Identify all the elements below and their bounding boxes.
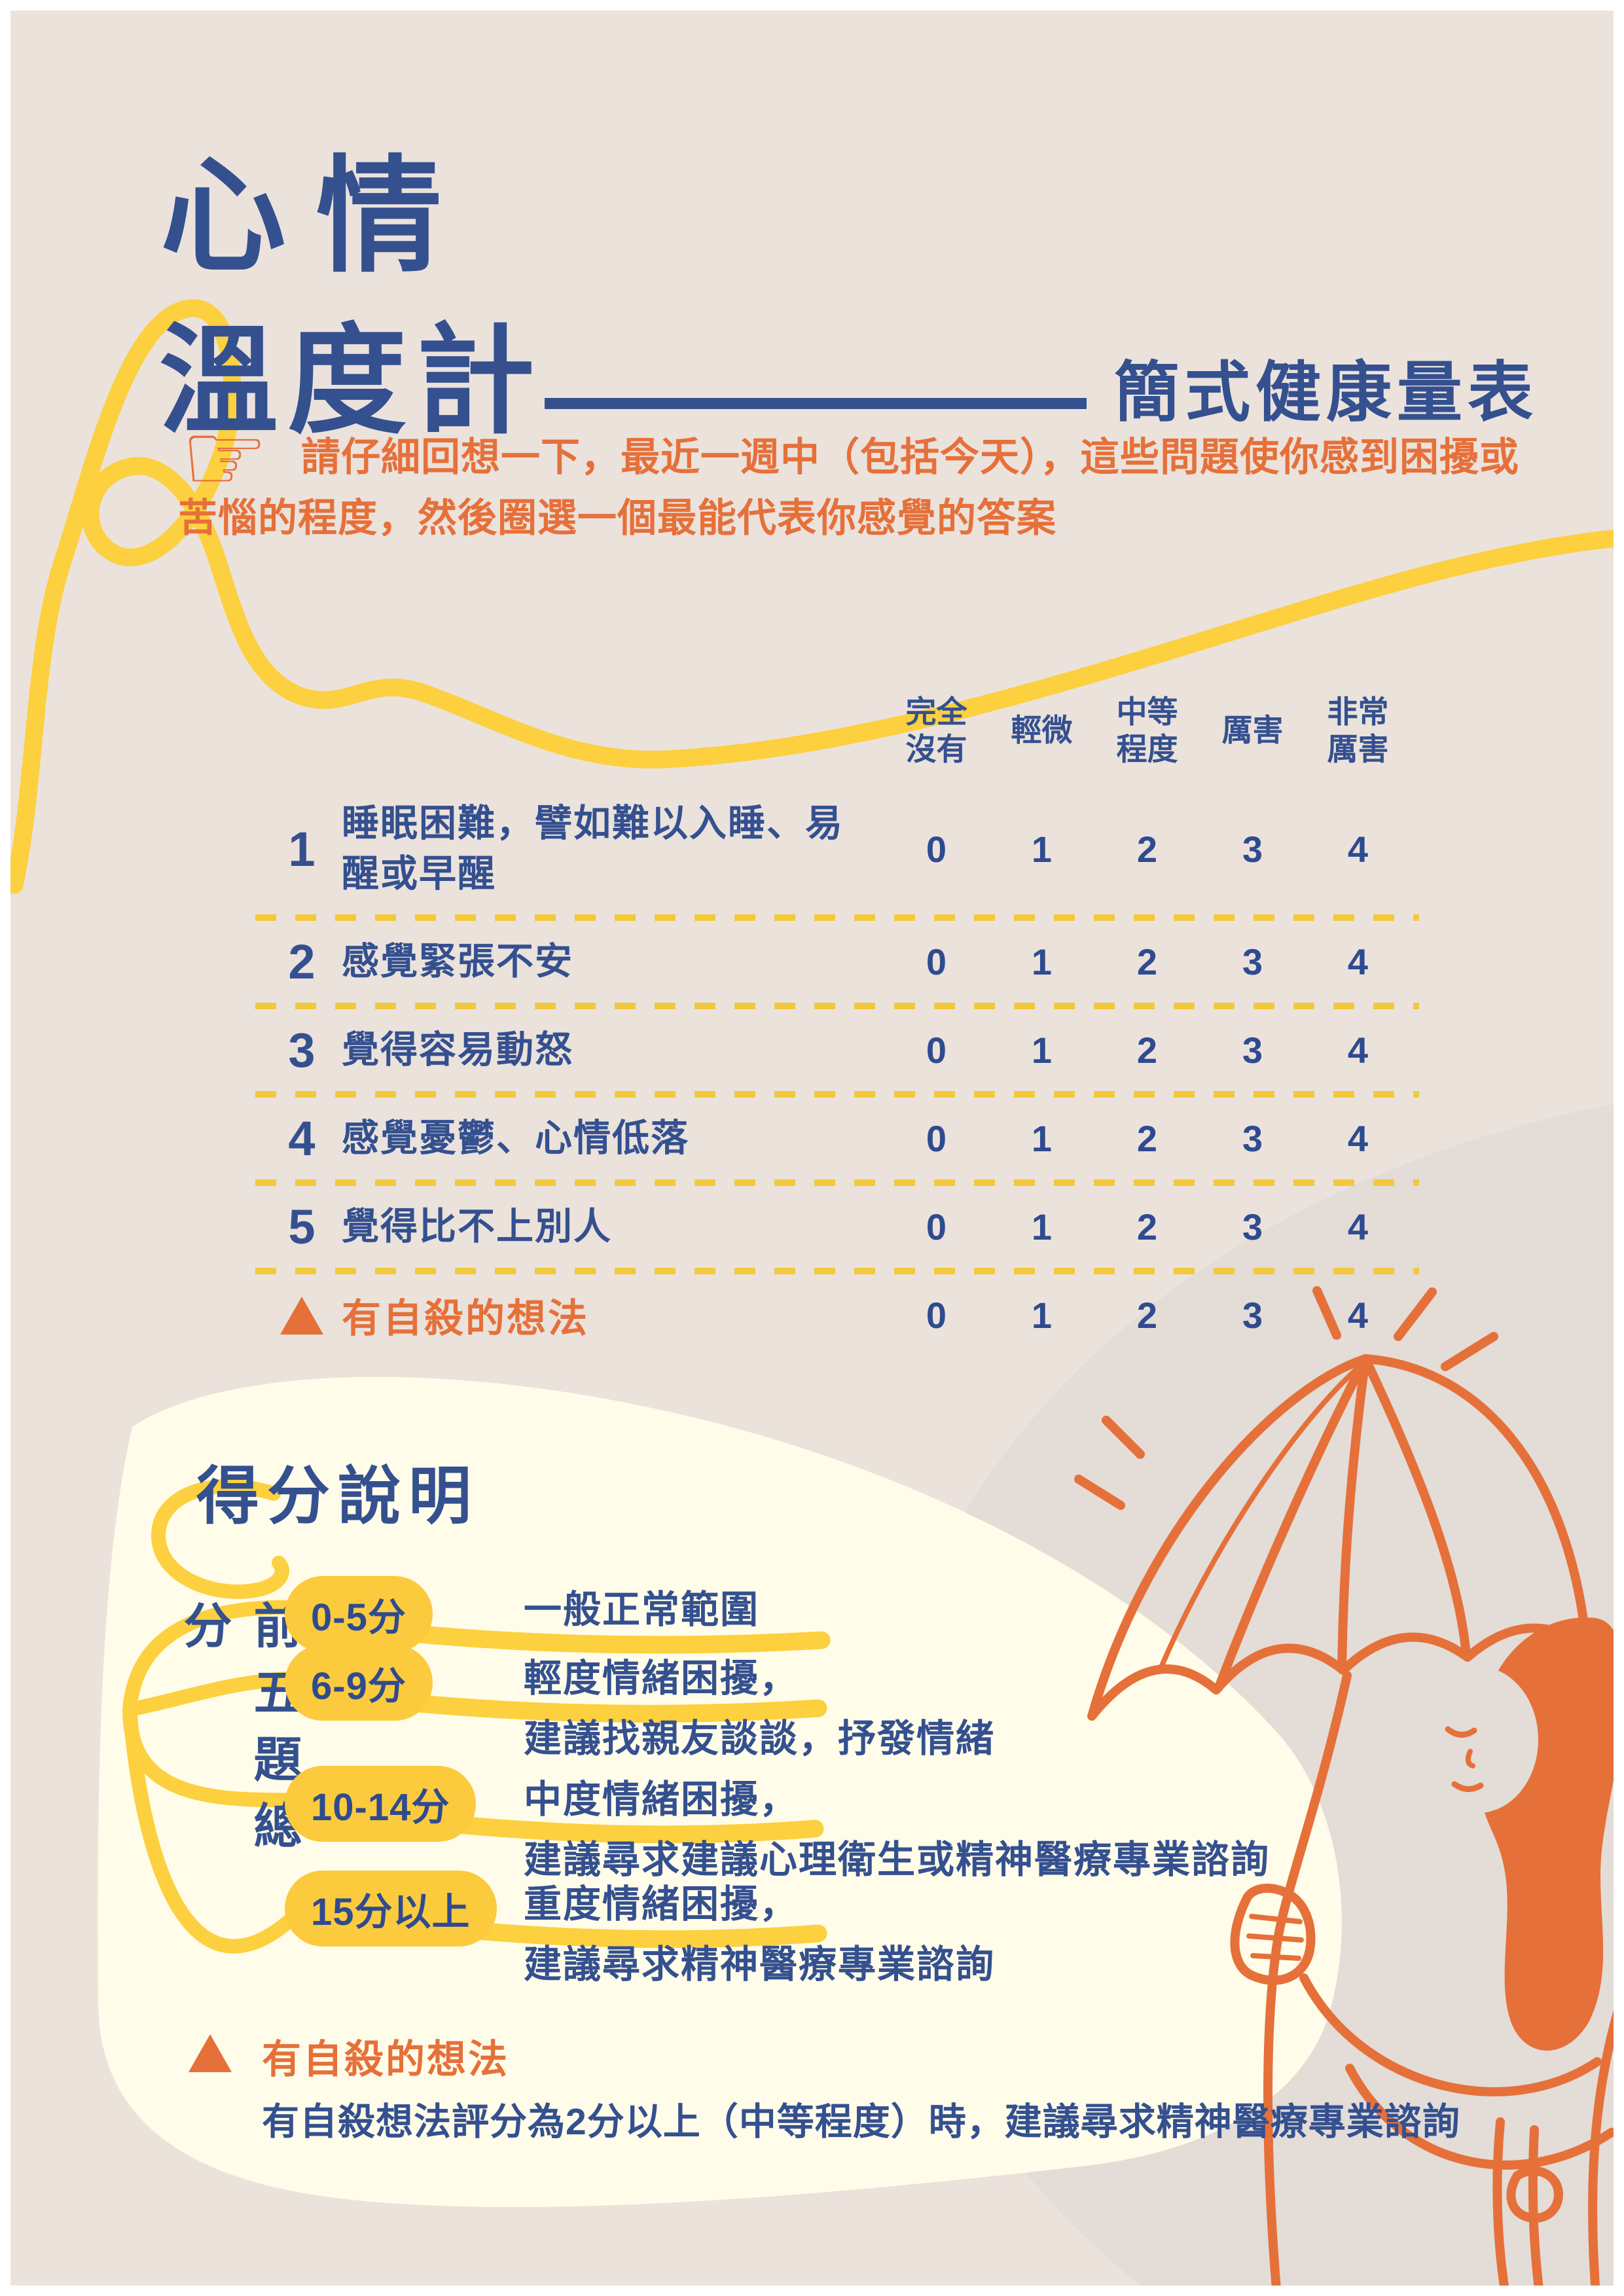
scale-option[interactable]: 2 (1136, 1206, 1158, 1247)
score-branch-lines (122, 1600, 310, 1954)
suicide-question-row: 有自殺的想法 0 1 2 3 4 (262, 1271, 1413, 1359)
scale-option[interactable]: 3 (1242, 941, 1263, 982)
dotted-separator (255, 1003, 1419, 1009)
questionnaire-table: 完全 沒有 輕微 中等 程度 厲害 非常 厲害 1 睡眠困難，譬如難以入睡、易醒或早醒… (255, 681, 1419, 1359)
score-range-row: 0-5分 一般正常範圍 (285, 1576, 758, 1652)
yellow-highlight-streaks (403, 1624, 831, 1948)
question-text: 睡眠困難，譬如難以入睡、易醒或早醒 (342, 802, 844, 895)
woman-face (1418, 1666, 1538, 1813)
question-number: 2 (288, 935, 316, 989)
dotted-separator (255, 1179, 1419, 1186)
scale-option[interactable]: 3 (1242, 1206, 1263, 1247)
warning-triangle-icon (280, 1296, 323, 1335)
score-range-advice: 建議找親友談談，抒發情緒 (524, 1717, 996, 1760)
scale-option[interactable]: 4 (1347, 1118, 1369, 1159)
scale-option[interactable]: 3 (1242, 828, 1263, 870)
scale-option[interactable]: 4 (1347, 1206, 1369, 1247)
question-number: 4 (288, 1111, 316, 1166)
scale-option[interactable]: 3 (1242, 1030, 1263, 1071)
column-header-mild: 輕微 (1011, 713, 1073, 748)
question-row: 1 睡眠困難，譬如難以入睡、易醒或早醒 0 1 2 3 4 (255, 780, 1419, 921)
column-header-none: 完全 沒有 (905, 694, 967, 766)
score-range-row: 6-9分 輕度情緒困擾， 建議找親友談談，抒發情緒 (285, 1645, 994, 1760)
question-text: 覺得比不上別人 (342, 1206, 612, 1248)
scale-option[interactable]: 0 (926, 1118, 947, 1159)
scale-option[interactable]: 1 (1031, 1030, 1053, 1071)
scale-option[interactable]: 0 (926, 1295, 947, 1336)
scale-option[interactable]: 0 (926, 1206, 947, 1247)
score-range-pill: 15分以上 (285, 1871, 497, 1946)
question-number: 1 (288, 821, 316, 876)
page-subtitle: 簡式健康量表 (1114, 356, 1538, 429)
scale-option[interactable]: 2 (1136, 1295, 1158, 1336)
hand-on-shaft (1230, 1884, 1316, 1985)
score-range-description: 重度情緒困擾， (524, 1883, 799, 1926)
smile (1451, 1781, 1484, 1792)
question-text: 感覺緊張不安 (342, 941, 573, 983)
score-range-description: 輕度情緒困擾， (524, 1657, 799, 1700)
closed-eye (1445, 1726, 1477, 1738)
instruction-text: 請仔細回想一下，最近一週中（包括今天），這些問題使你感到困擾或苦惱的程度，然後圈… (178, 435, 1519, 540)
scale-option[interactable]: 2 (1136, 828, 1158, 870)
score-range-row: 15分以上 重度情緒困擾， 建議尋求精神醫療專業諮詢 (285, 1871, 994, 1986)
scale-option[interactable]: 1 (1031, 1295, 1053, 1336)
score-range-pill: 10-14分 (285, 1766, 477, 1842)
yellow-scribble-circle (151, 1479, 289, 1599)
column-header-moderate: 中等 程度 (1116, 694, 1178, 766)
dotted-separator (255, 1268, 1419, 1274)
scale-option[interactable]: 2 (1136, 1030, 1158, 1071)
question-row: 4 感覺憂鬱、心情低落 0 1 2 3 4 (255, 1094, 1419, 1186)
suicide-note-label: 有自殺的想法 (262, 2037, 509, 2081)
column-header-severe: 厲害 (1221, 713, 1284, 748)
scale-option[interactable]: 1 (1031, 828, 1053, 870)
scale-option[interactable]: 4 (1347, 1030, 1369, 1071)
title-underline (545, 398, 1087, 409)
page-title-line2: 溫度計 (159, 314, 544, 448)
scale-option[interactable]: 1 (1031, 1206, 1053, 1247)
question-row: 2 感覺緊張不安 0 1 2 3 4 (255, 918, 1419, 1009)
question-number: 5 (288, 1200, 316, 1254)
column-header-very-severe: 非常 厲害 (1327, 694, 1389, 766)
question-text: 覺得容易動怒 (342, 1029, 573, 1071)
pointing-hand-icon: ☞ (181, 401, 269, 515)
score-range-pill: 6-9分 (285, 1645, 433, 1721)
table-header-row: 完全 沒有 輕微 中等 程度 厲害 非常 厲害 (262, 681, 1413, 780)
score-range-advice: 建議尋求精神醫療專業諮詢 (524, 1943, 996, 1986)
score-range-description: 中度情緒困擾， (524, 1778, 799, 1821)
scale-option[interactable]: 1 (1031, 1118, 1053, 1159)
scale-option[interactable]: 4 (1347, 941, 1369, 982)
scale-option[interactable]: 2 (1136, 941, 1158, 982)
scale-option[interactable]: 2 (1136, 1118, 1158, 1159)
score-range-advice: 建議尋求建議心理衛生或精神醫療專業諮詢 (524, 1839, 1271, 1881)
question-row: 5 覺得比不上別人 0 1 2 3 4 (255, 1183, 1419, 1274)
score-section-title: 得分說明 (196, 1462, 479, 1532)
yellow-squiggle-line (5, 299, 1624, 894)
question-rows: 1 睡眠困難，譬如難以入睡、易醒或早醒 0 1 2 3 4 2 感覺緊張不安 0… (255, 780, 1419, 1274)
question-text: 感覺憂鬱、心情低落 (342, 1117, 689, 1160)
suicide-question-label: 有自殺的想法 (342, 1297, 589, 1340)
question-number: 3 (288, 1023, 316, 1077)
scale-option[interactable]: 0 (926, 1030, 947, 1071)
question-row: 3 覺得容易動怒 0 1 2 3 4 (255, 1006, 1419, 1098)
suicide-note-text: 有自殺想法評分為2分以上（中等程度）時，建議尋求精神醫療專業諮詢 (262, 2101, 1460, 2143)
page-title-line1: 心情 (160, 146, 472, 287)
scale-option[interactable]: 4 (1347, 1295, 1369, 1336)
score-range-description: 一般正常範圍 (524, 1588, 760, 1631)
scale-option[interactable]: 3 (1242, 1118, 1263, 1159)
scale-option[interactable]: 1 (1031, 941, 1053, 982)
score-range-pill: 0-5分 (285, 1576, 433, 1652)
dotted-separator (255, 1091, 1419, 1098)
warning-triangle-icon (189, 2034, 232, 2072)
scale-option[interactable]: 0 (926, 828, 947, 870)
scale-option[interactable]: 3 (1242, 1295, 1263, 1336)
scale-option[interactable]: 0 (926, 941, 947, 982)
scale-option[interactable]: 4 (1347, 828, 1369, 870)
score-range-row: 10-14分 中度情緒困擾， 建議尋求建議心理衛生或精神醫療專業諮詢 (285, 1766, 1269, 1881)
dotted-separator (255, 914, 1419, 921)
